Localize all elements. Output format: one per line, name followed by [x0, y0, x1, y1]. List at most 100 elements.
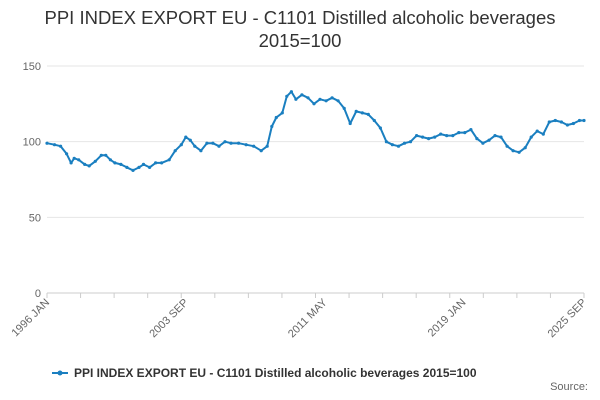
- data-point-6: [77, 158, 81, 162]
- data-point-89: [565, 123, 570, 127]
- data-point-46: [306, 96, 310, 100]
- data-point-54: [354, 109, 358, 113]
- data-point-65: [421, 135, 425, 139]
- data-point-75: [481, 141, 485, 145]
- data-point-14: [119, 162, 123, 166]
- y-tick-label-150: 150: [23, 61, 41, 73]
- data-point-66: [427, 137, 431, 141]
- data-point-38: [265, 144, 269, 148]
- data-point-52: [342, 106, 346, 110]
- data-point-18: [141, 162, 146, 166]
- data-point-36: [252, 144, 256, 148]
- legend-swatch-marker: [57, 370, 63, 376]
- data-point-53: [348, 121, 352, 126]
- data-point-35: [244, 143, 248, 147]
- data-point-28: [199, 149, 203, 153]
- data-point-64: [415, 134, 419, 138]
- data-point-3: [65, 152, 69, 156]
- data-point-21: [160, 161, 164, 165]
- data-point-29: [205, 141, 209, 145]
- data-point-71: [457, 131, 461, 135]
- data-point-30: [211, 141, 215, 145]
- data-point-76: [487, 138, 491, 142]
- data-point-12: [108, 158, 112, 162]
- data-point-20: [154, 161, 158, 165]
- chart-title-line-2: 2015=100: [258, 30, 342, 51]
- data-point-86: [547, 120, 551, 124]
- x-tick-label-4: 2025 SEP: [546, 297, 590, 341]
- x-tick-label-3: 2019 JAN: [426, 297, 469, 340]
- x-tick-label-1: 2003 SEP: [147, 297, 191, 341]
- data-point-77: [493, 134, 497, 138]
- axes: 0 50 100 150 1996 JAN 2003 SEP 2011 MAY 2019 JA…: [9, 61, 589, 340]
- data-point-25: [184, 135, 188, 139]
- data-point-51: [336, 99, 340, 103]
- data-point-50: [330, 96, 334, 100]
- x-tick-label-0: 1996 JAN: [9, 297, 52, 340]
- data-point-78: [499, 135, 503, 139]
- data-point-81: [517, 150, 521, 154]
- data-point-42: [285, 94, 289, 98]
- data-point-88: [559, 120, 564, 124]
- data-point-2: [59, 144, 63, 148]
- data-point-47: [312, 102, 316, 106]
- data-point-56: [366, 112, 370, 116]
- data-point-55: [360, 111, 364, 115]
- data-point-73: [469, 128, 473, 132]
- data-point-68: [439, 132, 443, 136]
- data-point-58: [378, 126, 382, 130]
- data-point-22: [167, 158, 171, 162]
- data-point-79: [505, 144, 509, 148]
- data-point-1: [52, 143, 57, 147]
- data-point-43: [289, 90, 293, 94]
- x-tick-label-2: 2011 MAY: [286, 296, 330, 340]
- data-point-11: [104, 153, 108, 157]
- data-point-92: [582, 118, 586, 123]
- data-point-45: [300, 93, 304, 97]
- data-point-87: [553, 118, 557, 123]
- data-point-61: [396, 144, 401, 148]
- data-point-16: [131, 168, 135, 172]
- data-point-74: [475, 137, 479, 141]
- data-point-8: [87, 164, 91, 168]
- data-point-31: [217, 144, 221, 148]
- data-point-4: [69, 161, 73, 165]
- data-point-48: [318, 97, 322, 101]
- series-layer: [45, 90, 586, 172]
- legend[interactable]: PPI INDEX EXPORT EU - C1101 Distilled al…: [52, 366, 477, 380]
- data-point-0: [45, 141, 49, 145]
- data-point-17: [137, 165, 141, 169]
- y-tick-label-100: 100: [23, 137, 41, 149]
- data-point-15: [125, 165, 129, 169]
- data-point-19: [148, 165, 152, 169]
- data-point-44: [294, 97, 298, 101]
- data-point-84: [535, 129, 539, 133]
- y-tick-label-0: 0: [35, 288, 41, 300]
- source-label: Source:: [550, 381, 588, 393]
- data-point-23: [173, 149, 177, 153]
- data-point-10: [99, 153, 103, 157]
- data-point-32: [223, 140, 227, 144]
- data-point-80: [511, 149, 515, 153]
- data-point-83: [529, 135, 533, 139]
- data-point-49: [324, 99, 328, 103]
- data-point-13: [113, 161, 117, 165]
- data-point-59: [384, 140, 388, 144]
- data-point-63: [408, 140, 413, 144]
- data-point-69: [445, 134, 449, 138]
- data-point-91: [577, 118, 582, 123]
- y-tick-label-50: 50: [29, 212, 41, 224]
- legend-label: PPI INDEX EXPORT EU - C1101 Distilled al…: [74, 366, 477, 380]
- data-point-7: [83, 162, 87, 166]
- data-point-40: [274, 115, 278, 120]
- data-point-27: [193, 144, 197, 148]
- data-point-62: [402, 141, 407, 145]
- data-point-60: [390, 143, 394, 147]
- data-point-24: [179, 143, 183, 147]
- data-point-90: [571, 121, 576, 126]
- data-point-41: [280, 111, 284, 115]
- data-point-82: [523, 146, 527, 150]
- data-point-5: [72, 156, 76, 160]
- data-point-70: [451, 134, 455, 138]
